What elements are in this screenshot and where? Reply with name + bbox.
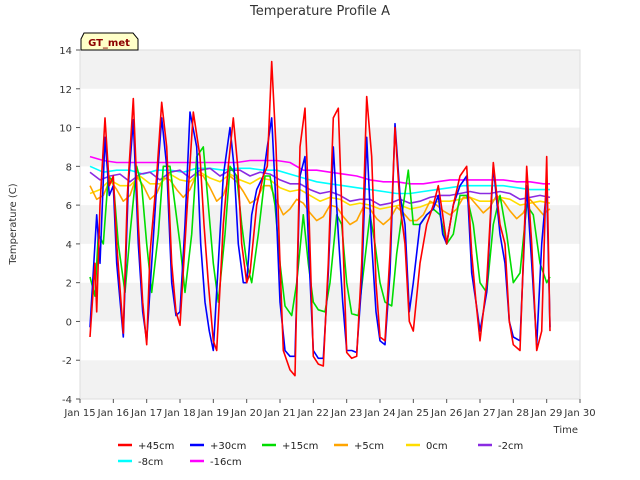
chart-title: Temperature Profile A [249, 4, 390, 19]
legend-label: 0cm [426, 441, 448, 452]
x-tick-label: Jan 19 [197, 408, 229, 419]
y-tick-label: 0 [66, 317, 72, 328]
x-tick-label: Jan 25 [397, 408, 429, 419]
y-tick-label: 14 [59, 46, 72, 57]
station-badge: GT_met [80, 32, 139, 51]
badge-label: GT_met [88, 38, 130, 49]
plot-frame [79, 49, 581, 400]
grid-band [80, 360, 580, 399]
x-tick-label: Jan 23 [330, 408, 362, 419]
grid-band [80, 127, 580, 167]
x-axis-label: Time [553, 425, 578, 436]
y-tick-label: 10 [59, 124, 72, 135]
y-axis-label: Temperature (C) [8, 183, 19, 265]
x-tick-label: Jan 21 [263, 408, 295, 419]
series-lines [89, 60, 551, 377]
x-tick-label: Jan 20 [230, 408, 262, 419]
x-tick-label: Jan 26 [430, 408, 462, 419]
legend-label: -16cm [210, 457, 242, 468]
y-tick-label: 2 [66, 279, 72, 290]
legend-label: -2cm [498, 441, 523, 452]
x-tick-label: Jan 24 [363, 408, 395, 419]
legend-label: +15cm [282, 441, 318, 452]
y-axis-ticks: -4 -2 0 2 4 6 8 10 12 14 [59, 46, 80, 406]
y-tick-label: -2 [62, 356, 72, 367]
x-tick-label: Jan 29 [530, 408, 562, 419]
legend-label: +30cm [210, 441, 246, 452]
grid-band [80, 50, 580, 89]
x-tick-label: Jan 22 [297, 408, 329, 419]
series-line-+15cm [89, 146, 551, 317]
x-tick-label: Jan 28 [497, 408, 529, 419]
legend-label: +45cm [138, 441, 174, 452]
grid-band [80, 282, 580, 322]
x-tick-label: Jan 30 [563, 408, 595, 419]
series-line-+45cm [89, 60, 551, 377]
x-tick-label: Jan 18 [163, 408, 195, 419]
x-tick-label: Jan 15 [63, 408, 95, 419]
x-tick-label: Jan 17 [130, 408, 162, 419]
y-tick-label: -4 [62, 395, 72, 406]
y-tick-label: 12 [59, 85, 72, 96]
x-axis-ticks: Jan 15 Jan 16 Jan 17 Jan 18 Jan 19 Jan 20 Jan … [63, 399, 596, 419]
x-tick-label: Jan 16 [97, 408, 129, 419]
x-tick-label: Jan 27 [463, 408, 495, 419]
y-tick-label: 8 [66, 162, 72, 173]
grid-band [80, 88, 580, 128]
y-tick-label: 6 [66, 201, 72, 212]
legend-label: +5cm [354, 441, 384, 452]
grid-band [80, 321, 580, 361]
badge-shape [80, 32, 139, 51]
legend: +45cm +30cm +15cm +5cm 0cm -2cm -8cm -16cm [118, 441, 523, 468]
legend-label: -8cm [138, 457, 163, 468]
y-tick-label: 4 [66, 240, 72, 251]
